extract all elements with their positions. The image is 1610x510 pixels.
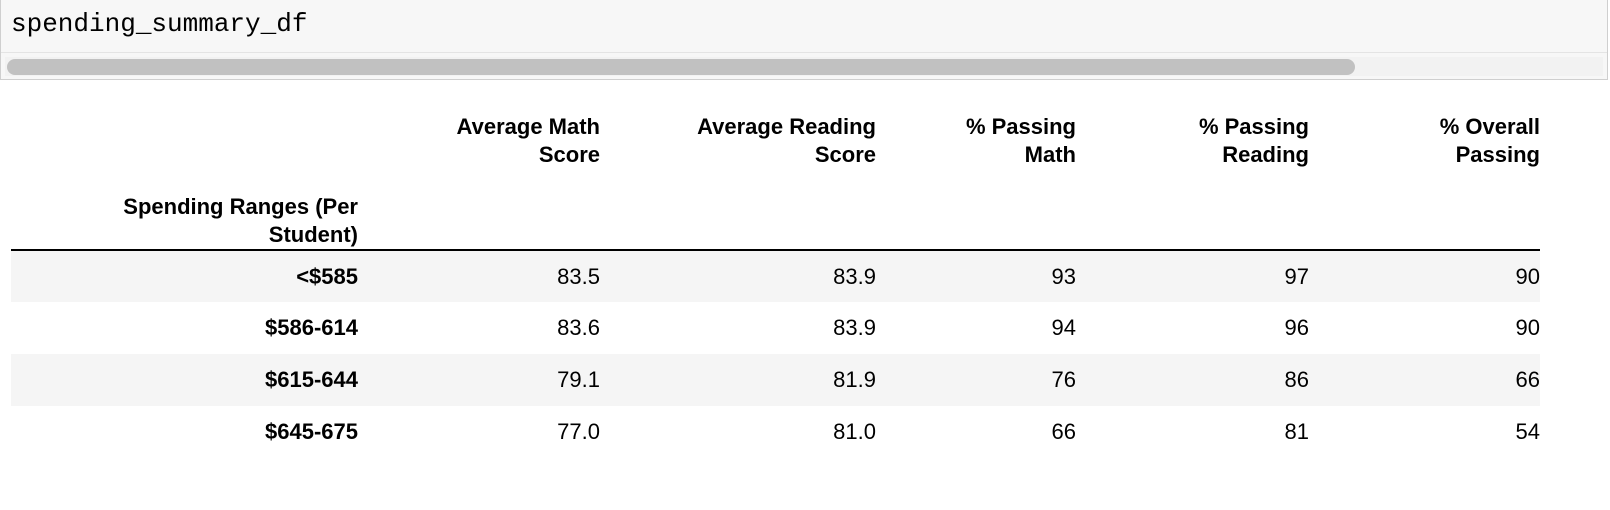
- column-header-line: Score: [814, 142, 876, 167]
- header-blank: [876, 193, 1076, 250]
- table-cell: 81.9: [833, 367, 876, 392]
- table-cell: 83.5: [557, 263, 600, 289]
- table-cell: 94: [1051, 315, 1076, 340]
- column-header-overall-passing: % Overall Passing: [1309, 113, 1540, 193]
- table-cell: 86: [1284, 367, 1309, 392]
- header-blank: [11, 113, 358, 193]
- table-cell: 66: [1515, 367, 1540, 392]
- table-cell: 54: [1515, 419, 1540, 444]
- table-cell: 76: [1051, 367, 1076, 392]
- column-header-line: % Passing: [965, 114, 1076, 139]
- table-row: <$585 83.5 83.9 93 97 90: [11, 250, 1540, 302]
- column-header-line: % Passing: [1198, 114, 1309, 139]
- column-header-line: Average Reading: [697, 114, 876, 139]
- header-blank: [358, 193, 600, 250]
- index-name-line: Spending Ranges (Per: [123, 194, 358, 219]
- index-name-row: Spending Ranges (Per Student): [11, 193, 1540, 250]
- table-cell: 90: [1515, 263, 1540, 289]
- column-header-line: % Overall: [1439, 114, 1540, 139]
- table-cell: 77.0: [557, 419, 600, 444]
- code-cell-divider: [1, 52, 1607, 53]
- table-cell: 83.6: [557, 315, 600, 340]
- header-blank: [1076, 193, 1309, 250]
- header-blank: [600, 193, 876, 250]
- table-cell: 90: [1515, 315, 1540, 340]
- table-cell: 96: [1284, 315, 1309, 340]
- row-index: $645-675: [265, 419, 358, 444]
- table-row: $645-675 77.0 81.0 66 81 54: [11, 406, 1540, 458]
- column-header-line: Math: [1024, 142, 1076, 167]
- table-cell: 81.0: [833, 419, 876, 444]
- row-index: <$585: [296, 263, 358, 289]
- row-index: $586-614: [265, 315, 358, 340]
- table-cell: 83.9: [833, 263, 876, 289]
- code-input[interactable]: spending_summary_df: [11, 9, 308, 39]
- table-cell: 79.1: [557, 367, 600, 392]
- table-cell: 93: [1051, 263, 1076, 289]
- column-header-line: Average Math: [456, 114, 600, 139]
- table-cell: 81: [1284, 419, 1309, 444]
- table-cell: 83.9: [833, 315, 876, 340]
- header-blank: [1309, 193, 1540, 250]
- column-header-line: Score: [538, 142, 600, 167]
- horizontal-scrollbar-thumb[interactable]: [7, 59, 1355, 75]
- table-cell: 97: [1284, 263, 1309, 289]
- dataframe-table: Average Math Score Average Reading Score…: [11, 113, 1540, 458]
- table-row: $586-614 83.6 83.9 94 96 90: [11, 302, 1540, 354]
- index-name-line: Student): [268, 222, 358, 247]
- column-header-passing-math: % Passing Math: [876, 113, 1076, 193]
- column-header-average-math-score: Average Math Score: [358, 113, 600, 193]
- index-name: Spending Ranges (Per Student): [11, 193, 358, 250]
- row-index: $615-644: [265, 367, 358, 392]
- code-cell[interactable]: spending_summary_df: [0, 0, 1608, 80]
- column-header-passing-reading: % Passing Reading: [1076, 113, 1309, 193]
- column-header-line: Reading: [1222, 142, 1309, 167]
- table-row: $615-644 79.1 81.9 76 86 66: [11, 354, 1540, 406]
- table-cell: 66: [1051, 419, 1076, 444]
- column-header-row: Average Math Score Average Reading Score…: [11, 113, 1540, 193]
- column-header-average-reading-score: Average Reading Score: [600, 113, 876, 193]
- column-header-line: Passing: [1455, 142, 1540, 167]
